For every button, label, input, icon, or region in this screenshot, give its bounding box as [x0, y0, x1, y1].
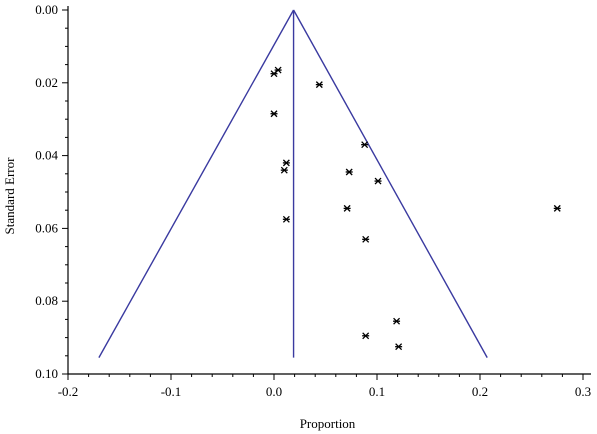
data-point: [374, 177, 382, 185]
axis-labels: Proportion Standard Error: [2, 157, 356, 431]
y-tick-label: 0.02: [35, 75, 58, 90]
funnel-lines: [98, 9, 488, 358]
data-point: [280, 166, 288, 174]
x-tick-label: 0.2: [472, 384, 488, 399]
data-points: [270, 66, 561, 351]
data-point: [282, 215, 290, 223]
data-point: [282, 159, 290, 167]
data-point: [362, 235, 370, 243]
y-tick-label: 0.06: [35, 220, 58, 235]
x-tick-label: -0.1: [161, 384, 182, 399]
data-point: [270, 110, 278, 118]
data-point: [345, 168, 353, 176]
data-point: [361, 141, 369, 149]
y-tick-label: 0.08: [35, 293, 58, 308]
funnel-right-line: [292, 9, 488, 358]
x-tick-label: 0.3: [575, 384, 591, 399]
funnel-left-line: [98, 9, 295, 358]
x-tick-label: 0.0: [266, 384, 282, 399]
data-point: [315, 81, 323, 89]
data-point: [274, 66, 282, 74]
x-tick-label: -0.2: [58, 384, 79, 399]
x-tick-label: 0.1: [369, 384, 385, 399]
plot-axes: -0.2 -0.1 0.0 0.1 0.2 0.3 0.00 0.02 0.04 0.06 0.08…: [35, 2, 591, 399]
x-axis-title: Proportion: [300, 416, 356, 431]
data-point: [362, 332, 370, 340]
data-point: [343, 204, 351, 212]
y-axis-title: Standard Error: [2, 157, 17, 235]
y-tick-label: 0.10: [35, 366, 58, 381]
data-point: [553, 204, 561, 212]
data-point: [393, 317, 401, 325]
y-tick-label: 0.00: [35, 2, 58, 17]
data-point: [395, 343, 403, 351]
y-tick-label: 0.04: [35, 148, 58, 163]
